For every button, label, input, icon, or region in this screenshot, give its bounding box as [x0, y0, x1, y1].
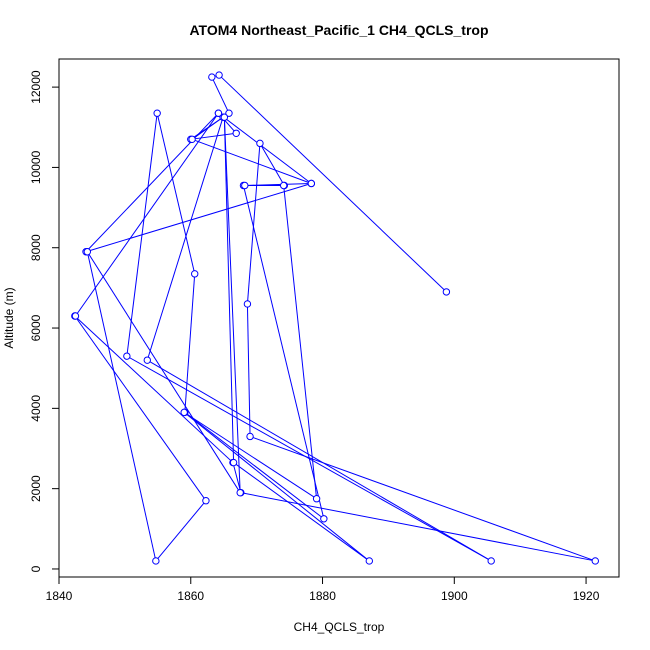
series-0-segment-17 — [242, 185, 325, 519]
x-tick-label-2: 1880 — [309, 589, 336, 603]
series-0-segment-33 — [183, 411, 370, 562]
data-point-12 — [487, 557, 495, 565]
x-axis-label: CH4_QCLS_trop — [294, 620, 385, 634]
data-point-22 — [246, 432, 254, 441]
series-0-segment-22 — [249, 435, 596, 562]
data-point-21 — [243, 300, 252, 308]
series-0-segment-25 — [74, 315, 234, 463]
data-point-33 — [365, 557, 374, 565]
data-point-1 — [215, 71, 223, 79]
series-0-segment-26 — [74, 315, 207, 501]
data-point-11 — [143, 356, 151, 364]
data-point-30 — [236, 488, 244, 497]
data-point-17 — [320, 515, 328, 523]
data-point-37 — [241, 181, 249, 190]
data-point-39 — [214, 109, 223, 117]
data-point-27 — [202, 497, 210, 505]
data-point-34 — [180, 408, 188, 417]
data-point-35 — [312, 494, 321, 503]
x-tick-label-0: 1840 — [46, 589, 73, 603]
y-tick-label-4: 8000 — [29, 234, 43, 261]
series-0-segment-29 — [86, 251, 241, 493]
series-0-segment-10 — [146, 117, 224, 361]
data-point-36 — [279, 181, 288, 190]
series-0-segment-27 — [155, 500, 207, 562]
y-tick-label-0: 0 — [29, 565, 43, 572]
series-0-segment-39 — [75, 112, 219, 317]
series-0-segment-34 — [183, 411, 317, 500]
y-tick-label-5: 10000 — [29, 150, 43, 184]
series-0-segment-2 — [211, 76, 230, 114]
series-0-segment-38 — [218, 112, 312, 184]
series-0-segment-21 — [246, 303, 251, 437]
series-0-segment-0 — [218, 74, 447, 293]
series-0-segment-14 — [156, 113, 196, 274]
series-0-segment-15 — [184, 273, 196, 413]
y-tick-label-1: 2000 — [29, 475, 43, 502]
data-point-23 — [591, 557, 599, 565]
series-0-segment-37 — [244, 182, 312, 186]
series-0-segment-28 — [86, 251, 157, 562]
data-point-3 — [225, 109, 233, 117]
series-0-segment-4 — [190, 132, 237, 140]
x-axis: 1840 1860 1880 1900 1920 — [46, 576, 600, 603]
data-point-9 — [188, 135, 196, 144]
x-tick-label-1: 1860 — [177, 589, 204, 603]
data-point-20 — [256, 139, 264, 148]
y-tick-label-6: 12000 — [29, 70, 43, 104]
data-point-31 — [220, 113, 229, 121]
series-0-segment-16 — [184, 411, 325, 520]
series-0-segment-32 — [233, 462, 370, 562]
data-point-13 — [123, 352, 131, 360]
data-point-38 — [307, 179, 316, 188]
series-0-segment-11 — [147, 359, 492, 562]
data-point-28 — [152, 557, 160, 565]
data-point-32 — [229, 458, 238, 467]
series-0-segment-7 — [85, 183, 312, 253]
series-0-segment-31 — [223, 117, 235, 463]
data-point-5 — [232, 129, 240, 137]
y-axis: 0 2000 4000 6000 8000 10000 12000 — [29, 70, 60, 572]
data-point-15 — [191, 270, 199, 278]
y-tick-label-3: 6000 — [29, 314, 43, 341]
series-0-segment-8 — [191, 138, 312, 184]
chart-title: ATOM4 Northeast_Pacific_1 CH4_QCLS_trop — [189, 22, 488, 38]
data-point-14 — [153, 109, 161, 117]
x-tick-label-3: 1900 — [441, 589, 468, 603]
x-tick-label-4: 1920 — [573, 589, 600, 603]
series-0-segment-23 — [240, 492, 596, 562]
series-0-segment-19 — [259, 143, 285, 186]
series-0-segment-20 — [246, 143, 261, 304]
data-point-29 — [83, 248, 92, 256]
series-0-segment-30 — [223, 117, 241, 493]
data-point-2 — [208, 73, 216, 81]
series-0-segment-13 — [126, 113, 158, 357]
series-0-segment-35 — [283, 185, 318, 499]
y-tick-label-2: 4000 — [29, 395, 43, 422]
y-axis-label: Altitude (m) — [2, 287, 16, 348]
data-point-0 — [442, 288, 451, 296]
data-point-40 — [71, 312, 80, 320]
series-layer — [71, 71, 599, 565]
